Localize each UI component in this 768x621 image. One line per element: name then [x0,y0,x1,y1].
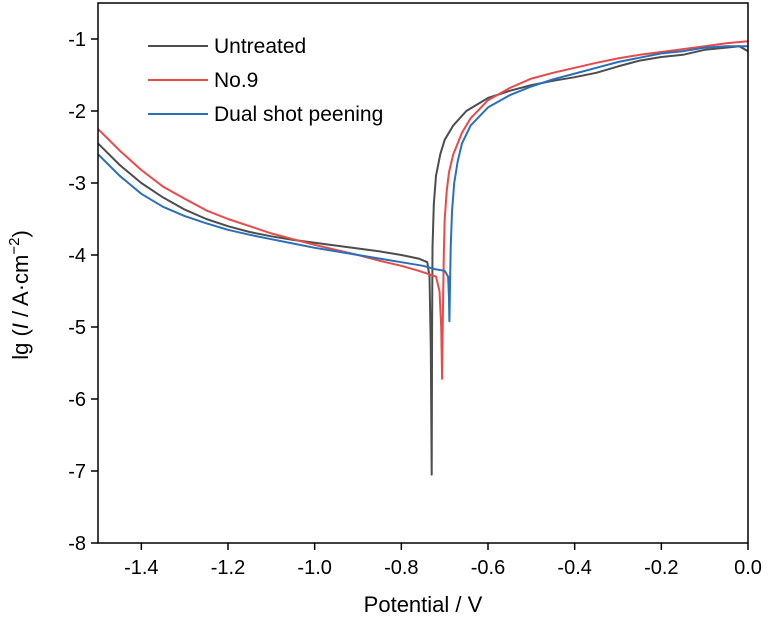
y-axis-title-superscript: −2 [6,238,23,255]
legend: Untreated No.9 Dual shot peening [148,35,383,126]
y-axis: -8 -7 -6 -5 -4 -3 -2 -1 [68,29,98,555]
series-line-2 [98,40,748,380]
y-axis-title: lg (I / A·cm−2) [6,230,33,360]
plot-frame [97,2,749,544]
x-tick-label: -1.4 [124,557,158,579]
x-tick-label: -0.8 [384,557,418,579]
x-axis: -1.4 -1.2 -1.0 -0.8 -0.6 -0.4 -0.2 0.0 [124,543,762,579]
y-tick-label: -7 [68,461,86,483]
x-tick-label: -1.0 [297,557,331,579]
series-line-1 [98,45,748,476]
legend-label: Untreated [214,35,306,58]
y-tick-label: -3 [68,173,86,195]
x-tick-label: -1.2 [211,557,245,579]
y-tick-label: -4 [68,245,86,267]
x-axis-title: Potential / V [364,592,483,617]
y-tick-label: -2 [68,101,86,123]
x-tick-label: 0.0 [734,557,762,579]
legend-label: No.9 [214,69,258,92]
y-tick-label: -8 [68,533,86,555]
y-axis-title-suffix: ) [8,230,33,237]
y-tick-label: -6 [68,389,86,411]
y-axis-title-middle: / A·cm [8,255,33,323]
y-tick-label: -5 [68,317,86,339]
series-line-3 [98,45,748,323]
x-tick-label: -0.2 [644,557,678,579]
y-axis-title-italic: I [8,323,33,329]
plot-lines [98,40,748,476]
x-tick-label: -0.4 [557,557,591,579]
x-tick-label: -0.6 [471,557,505,579]
y-axis-title-prefix: lg ( [8,329,33,360]
legend-label: Dual shot peening [214,103,383,126]
y-tick-label: -1 [68,29,86,51]
